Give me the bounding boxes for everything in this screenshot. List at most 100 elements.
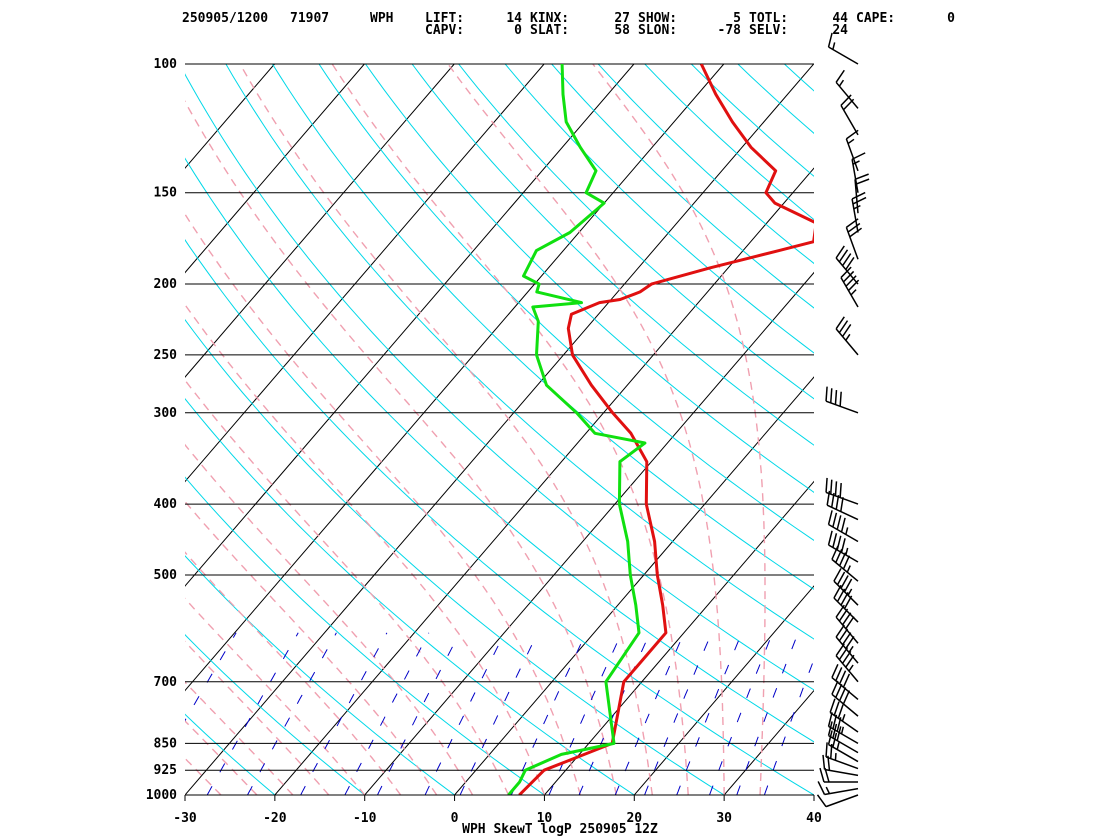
wind-barb: [825, 386, 859, 414]
header-station-id: 71907: [290, 11, 329, 26]
isotherm-line: [544, 480, 814, 795]
wind-barb-full: [833, 568, 842, 582]
wind-barb-full: [841, 632, 852, 646]
wind-barb-half: [848, 664, 854, 672]
pressure-tick-label: 850: [154, 736, 178, 751]
wind-barb-full: [827, 530, 833, 546]
wind-barb-full: [835, 316, 845, 330]
dry-adiabat-line: [597, 64, 814, 265]
wind-barb-half: [825, 786, 831, 794]
wind-barb-full: [831, 663, 839, 678]
mixing-ratio-line: [676, 632, 743, 795]
dry-adiabat-line: [831, 64, 1120, 795]
wind-barb-staff: [851, 159, 859, 193]
index-value: 5: [733, 11, 741, 26]
pressure-tick-label: 500: [154, 568, 178, 583]
isotherm-line: [0, 64, 5, 795]
wind-barb: [835, 316, 859, 356]
index-label: SLON:: [638, 23, 677, 38]
wind-barb-full: [834, 481, 838, 496]
wind-barb-full: [841, 324, 852, 337]
wind-barb-half: [832, 42, 836, 50]
wind-barb-staff: [845, 138, 859, 172]
wind-barb-half: [850, 289, 857, 296]
wind-barb-staff: [828, 743, 859, 763]
wind-barb-full: [840, 517, 846, 533]
index-label: CAPE:: [856, 11, 895, 26]
wind-barb-full: [851, 152, 866, 160]
wind-barb-staff: [851, 198, 859, 233]
wind-barb: [827, 510, 859, 543]
wind-barb-full: [835, 245, 845, 259]
wind-barb-half: [852, 160, 860, 165]
pressure-tick-label: 200: [154, 277, 178, 292]
wind-barb-full: [841, 612, 852, 626]
dry-adiabat-line: [365, 64, 814, 493]
wind-barb-full: [838, 670, 847, 685]
wind-barb-half: [847, 138, 855, 145]
dry-adiabat-line: [458, 64, 814, 400]
isotherm-line: [454, 376, 814, 795]
temperature-tick-label: 20: [626, 811, 642, 826]
temperature-tick-label: 30: [716, 811, 732, 826]
temperature-tick-label: -10: [353, 811, 377, 826]
wind-barb-staff: [831, 558, 859, 582]
wind-barb: [833, 568, 859, 606]
index-value: 0: [514, 23, 522, 38]
moist-adiabat-line: [185, 597, 366, 795]
wind-barb-full: [825, 742, 828, 757]
wind-barb-full: [830, 388, 833, 403]
dry-adiabat-line: [411, 64, 814, 446]
wind-barb-staff: [828, 725, 859, 745]
wind-barb-full: [835, 683, 843, 698]
wind-barb-half: [834, 753, 837, 761]
wind-barb-staff: [829, 711, 859, 733]
wind-barb-full: [819, 767, 825, 783]
index-value: 24: [832, 23, 848, 38]
wind-barb-full: [839, 391, 842, 407]
wind-barb-staff: [831, 676, 859, 700]
wind-barb-full: [827, 712, 833, 727]
index-value: -78: [718, 23, 742, 38]
temperature-tick-label: -30: [173, 811, 197, 826]
wind-barb-full: [840, 575, 849, 589]
index-label: SLAT:: [530, 23, 569, 38]
wind-barb-staff: [825, 756, 859, 770]
wind-barb-staff: [825, 400, 859, 414]
wind-barb-staff: [854, 179, 859, 214]
wind-barb: [835, 69, 859, 109]
wind-barb-full: [845, 275, 857, 287]
dry-adiabat-line: [784, 64, 814, 92]
wind-barb-full: [840, 497, 844, 512]
isotherm-line: [274, 167, 814, 795]
wind-barb-half: [840, 726, 845, 735]
wind-barb: [829, 698, 859, 733]
wind-barb-half: [847, 588, 853, 596]
wind-barb-full: [838, 687, 847, 701]
index-label: CAPV:: [425, 23, 464, 38]
pressure-tick-label: 250: [154, 348, 178, 363]
mixing-ratio-line: [247, 632, 337, 795]
wind-barb: [831, 663, 859, 700]
mixing-ratio-line: [300, 632, 388, 795]
wind-barb-staff: [824, 787, 859, 796]
isotherm-line: [813, 794, 814, 795]
index-label: KINX:: [530, 11, 569, 26]
temperature-tick-label: 10: [537, 811, 553, 826]
temperature-profile-line: [518, 64, 814, 795]
wind-barb-full: [835, 667, 843, 682]
dry-adiabat-line: [225, 64, 814, 640]
isotherm-line: [364, 271, 814, 795]
wind-barb-staff: [824, 768, 859, 777]
pressure-tick-label: 925: [154, 763, 177, 778]
wind-barb-full: [852, 196, 867, 205]
wind-barb-full: [832, 533, 838, 548]
dry-adiabat-line: [644, 64, 814, 221]
wind-barb-full: [835, 69, 845, 83]
wind-barb: [840, 94, 859, 136]
wind-barb: [840, 266, 860, 308]
wind-barb-staff: [835, 81, 859, 109]
wind-barb: [845, 129, 859, 172]
wind-barb: [827, 530, 859, 563]
